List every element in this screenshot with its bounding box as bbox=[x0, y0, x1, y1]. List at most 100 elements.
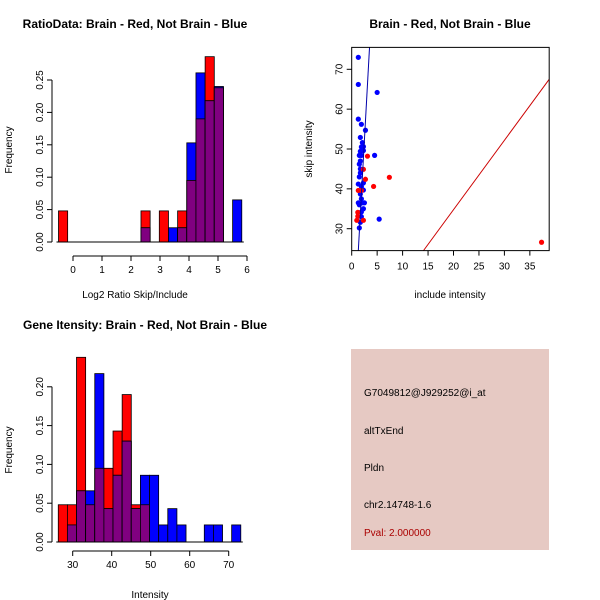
y-tick-label: 60 bbox=[335, 103, 346, 115]
bar-overlap bbox=[195, 118, 206, 243]
y-tick-label: 0.05 bbox=[35, 493, 46, 513]
x-tick-label: 0 bbox=[349, 262, 355, 273]
y-tick-label: 0.20 bbox=[35, 102, 46, 122]
x-tick-label: 0 bbox=[70, 265, 76, 276]
gene-histogram-xlabel: Intensity bbox=[131, 590, 168, 600]
x-tick-label: 70 bbox=[223, 560, 235, 571]
point-not-brain bbox=[361, 200, 368, 206]
scatter-plot-area bbox=[354, 47, 550, 251]
x-tick-label: 20 bbox=[448, 262, 460, 273]
bar-overlap bbox=[186, 180, 197, 243]
bar-brain bbox=[57, 504, 68, 543]
point-not-brain bbox=[356, 161, 362, 167]
gene-histogram-ylabel: Frequency bbox=[4, 426, 15, 473]
probe-id: G7049812@J929252@i_at bbox=[364, 388, 486, 399]
bar-not-brain bbox=[149, 474, 160, 543]
bar-not-brain bbox=[203, 524, 214, 543]
bar-brain bbox=[158, 210, 169, 243]
x-tick-label: 10 bbox=[397, 262, 409, 273]
point-not-brain bbox=[357, 134, 363, 141]
bar-not-brain bbox=[231, 524, 242, 543]
bar-overlap bbox=[103, 508, 114, 543]
x-tick-label: 60 bbox=[184, 560, 196, 571]
point-not-brain bbox=[357, 170, 363, 176]
y-tick-label: 0.10 bbox=[35, 167, 46, 187]
ratio-histogram-ylabel: Frequency bbox=[4, 126, 15, 173]
point-not-brain bbox=[355, 200, 361, 206]
bar-overlap bbox=[112, 474, 123, 543]
x-tick-label: 40 bbox=[106, 560, 118, 571]
y-tick-label: 50 bbox=[335, 143, 346, 155]
scatter-title: Brain - Red, Not Brain - Blue bbox=[369, 17, 531, 31]
ratio-histogram-xlabel: Log2 Ratio Skip/Include bbox=[82, 290, 188, 301]
bar-not-brain bbox=[213, 524, 223, 543]
x-tick-label: 5 bbox=[374, 262, 380, 273]
point-brain bbox=[386, 174, 392, 180]
point-not-brain bbox=[359, 140, 365, 146]
y-tick-label: 0.00 bbox=[35, 532, 46, 552]
y-tick-label: 0.15 bbox=[35, 135, 46, 155]
pval: Pval: 2.000000 bbox=[364, 528, 431, 539]
x-tick-label: 35 bbox=[524, 262, 536, 273]
gene-intensity-histogram: Gene Itensity: Brain - Red, Not Brain - … bbox=[4, 318, 267, 600]
y-tick-label: 30 bbox=[335, 223, 346, 235]
point-brain bbox=[355, 209, 361, 215]
point-brain bbox=[354, 217, 360, 223]
y-tick-label: 0.00 bbox=[35, 232, 46, 252]
x-tick-label: 15 bbox=[422, 262, 434, 273]
x-tick-label: 30 bbox=[67, 560, 79, 571]
bar-overlap bbox=[76, 490, 87, 543]
x-tick-label: 2 bbox=[128, 265, 134, 276]
y-tick-label: 40 bbox=[335, 183, 346, 195]
bar-overlap bbox=[94, 467, 105, 543]
bar-overlap bbox=[140, 504, 150, 543]
bar-overlap bbox=[213, 87, 224, 243]
gene-name: Pldn bbox=[364, 463, 384, 474]
bar-overlap bbox=[66, 524, 77, 543]
ratio-histogram-title: RatioData: Brain - Red, Not Brain - Blue bbox=[23, 17, 248, 31]
point-not-brain bbox=[358, 121, 364, 127]
point-brain bbox=[355, 213, 361, 219]
x-tick-label: 5 bbox=[215, 265, 221, 276]
bar-not-brain bbox=[168, 227, 179, 243]
bar-overlap bbox=[130, 508, 141, 543]
point-brain bbox=[362, 176, 369, 182]
point-brain bbox=[364, 153, 371, 159]
y-tick-label: 70 bbox=[335, 63, 346, 75]
point-not-brain bbox=[356, 174, 362, 180]
bar-overlap bbox=[177, 227, 188, 243]
x-tick-label: 6 bbox=[244, 265, 250, 276]
point-not-brain bbox=[355, 54, 361, 60]
bar-overlap bbox=[204, 100, 215, 243]
point-not-brain bbox=[355, 116, 361, 122]
info-panel-background bbox=[351, 349, 549, 550]
point-not-brain bbox=[372, 152, 378, 158]
scatter-ylabel: skip intensity bbox=[304, 120, 315, 177]
y-tick-label: 0.10 bbox=[35, 454, 46, 474]
scatter-xlabel: include intensity bbox=[414, 290, 485, 301]
x-tick-label: 4 bbox=[186, 265, 192, 276]
point-brain bbox=[370, 183, 377, 190]
intensity-scatter: Brain - Red, Not Brain - Blue include in… bbox=[304, 17, 550, 301]
point-not-brain bbox=[374, 89, 380, 96]
x-tick-label: 25 bbox=[473, 262, 485, 273]
y-tick-label: 0.05 bbox=[35, 199, 46, 219]
bar-not-brain bbox=[167, 508, 178, 543]
point-brain bbox=[360, 217, 367, 223]
y-tick-label: 0.20 bbox=[35, 377, 46, 397]
x-tick-label: 3 bbox=[157, 265, 163, 276]
x-tick-label: 1 bbox=[99, 265, 105, 276]
bar-brain bbox=[58, 210, 69, 243]
bar-not-brain bbox=[158, 524, 169, 543]
event-type: altTxEnd bbox=[364, 426, 403, 437]
info-panel: G7049812@J929252@i_at altTxEnd Pldn chr2… bbox=[351, 349, 549, 550]
bar-overlap bbox=[85, 504, 96, 543]
bar-not-brain bbox=[176, 524, 187, 543]
location: chr2.14748-1.6 bbox=[364, 500, 432, 511]
bar-not-brain bbox=[232, 199, 243, 243]
gene-histogram-title: Gene Itensity: Brain - Red, Not Brain - … bbox=[23, 318, 267, 332]
point-not-brain bbox=[355, 81, 361, 88]
y-tick-label: 0.15 bbox=[35, 415, 46, 435]
point-brain bbox=[360, 166, 367, 172]
